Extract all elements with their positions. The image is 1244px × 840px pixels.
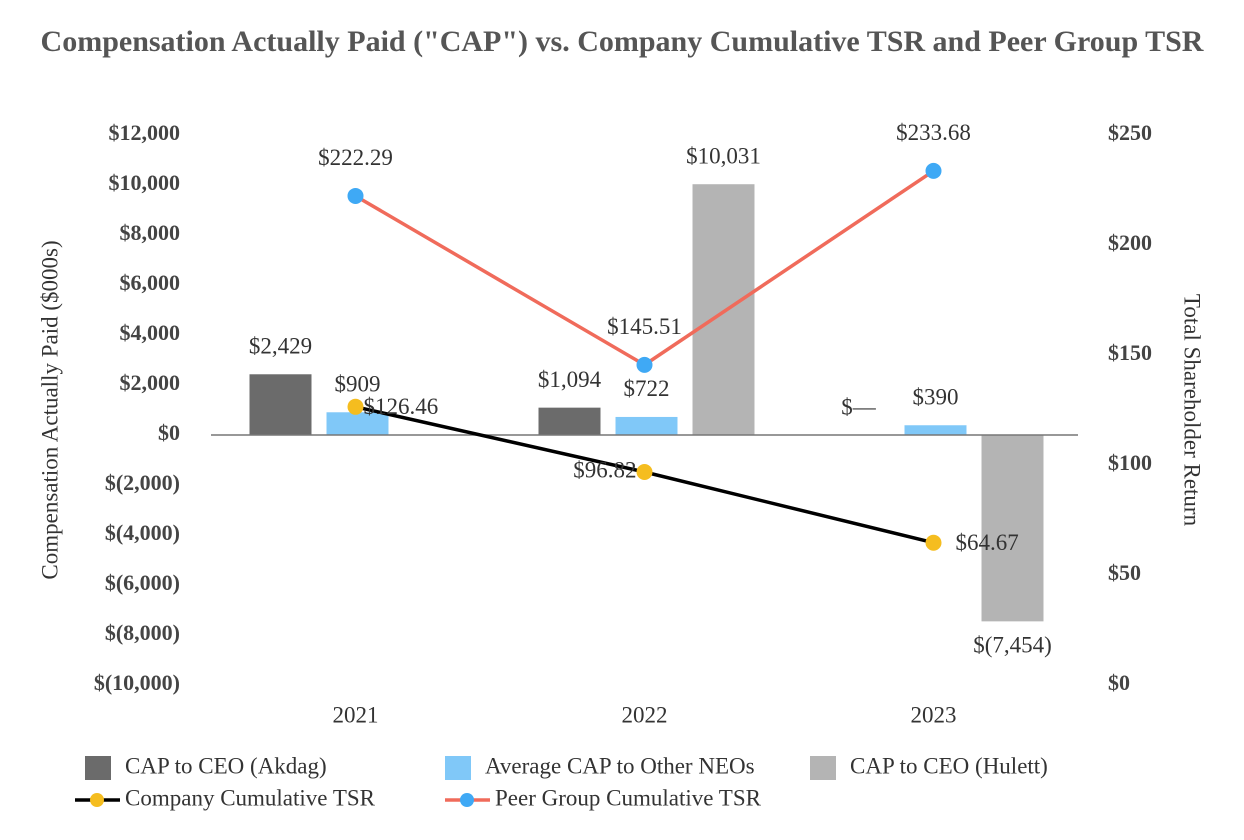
y-tick-label: $6,000 [120,270,181,295]
legend-label: CAP to CEO (Akdag) [125,753,327,778]
y2-tick-label: $200 [1108,230,1152,255]
marker [636,356,653,373]
marker [347,187,364,204]
data-label: $96.82 [573,457,636,482]
y2-tick-label: $0 [1108,670,1130,695]
marker [925,162,942,179]
legend-label: Average CAP to Other NEOs [485,753,755,778]
y-tick-label: $8,000 [120,220,181,245]
data-label: $10,031 [686,144,761,169]
bar [326,412,389,435]
y-tick-label: $(2,000) [105,470,180,495]
legend-swatch [445,756,471,780]
legend-swatch [810,756,836,780]
data-label: $64.67 [956,530,1019,555]
y-tick-label: $12,000 [109,120,181,145]
x-tick-label: 2021 [333,702,379,727]
bar [692,184,755,435]
marker [347,398,364,415]
bar [904,425,967,435]
data-label: $1,094 [538,367,602,392]
bar [249,374,312,435]
y2-tick-label: $150 [1108,340,1152,365]
y-tick-label: $10,000 [109,170,181,195]
y-axis-label: Compensation Actually Paid ($000s) [37,240,62,579]
data-label: $722 [624,376,670,401]
data-label: $222.29 [318,145,393,170]
y-tick-label: $(10,000) [94,670,180,695]
x-tick-label: 2023 [911,702,957,727]
bar [615,416,678,435]
y2-tick-label: $50 [1108,560,1141,585]
y-tick-label: $(8,000) [105,620,180,645]
marker [636,463,653,480]
legend-label: Company Cumulative TSR [125,785,376,810]
y2-tick-label: $250 [1108,120,1152,145]
data-label: $(7,454) [973,633,1052,658]
y2-axis-label: Total Shareholder Return [1180,294,1205,527]
data-label: $233.68 [896,120,971,145]
bar [981,435,1044,622]
legend-swatch [85,756,111,780]
y-tick-label: $0 [158,420,180,445]
legend-marker [460,793,474,807]
data-label: $2,429 [249,334,312,359]
chart-title: Compensation Actually Paid ("CAP") vs. C… [40,25,1204,58]
data-label: $145.51 [607,314,682,339]
y-tick-label: $(6,000) [105,570,180,595]
y-tick-label: $(4,000) [105,520,180,545]
data-label: $— [841,394,877,419]
legend-marker [90,793,104,807]
data-label: $390 [913,385,959,410]
data-label: $909 [335,372,381,397]
legend-label: CAP to CEO (Hulett) [850,753,1048,778]
x-tick-label: 2022 [622,702,668,727]
y-tick-label: $4,000 [120,320,181,345]
data-label: $126.46 [364,394,439,419]
marker [925,534,942,551]
y2-tick-label: $100 [1108,450,1152,475]
y-tick-label: $2,000 [120,370,181,395]
bar [538,407,601,435]
legend-label: Peer Group Cumulative TSR [495,785,762,810]
